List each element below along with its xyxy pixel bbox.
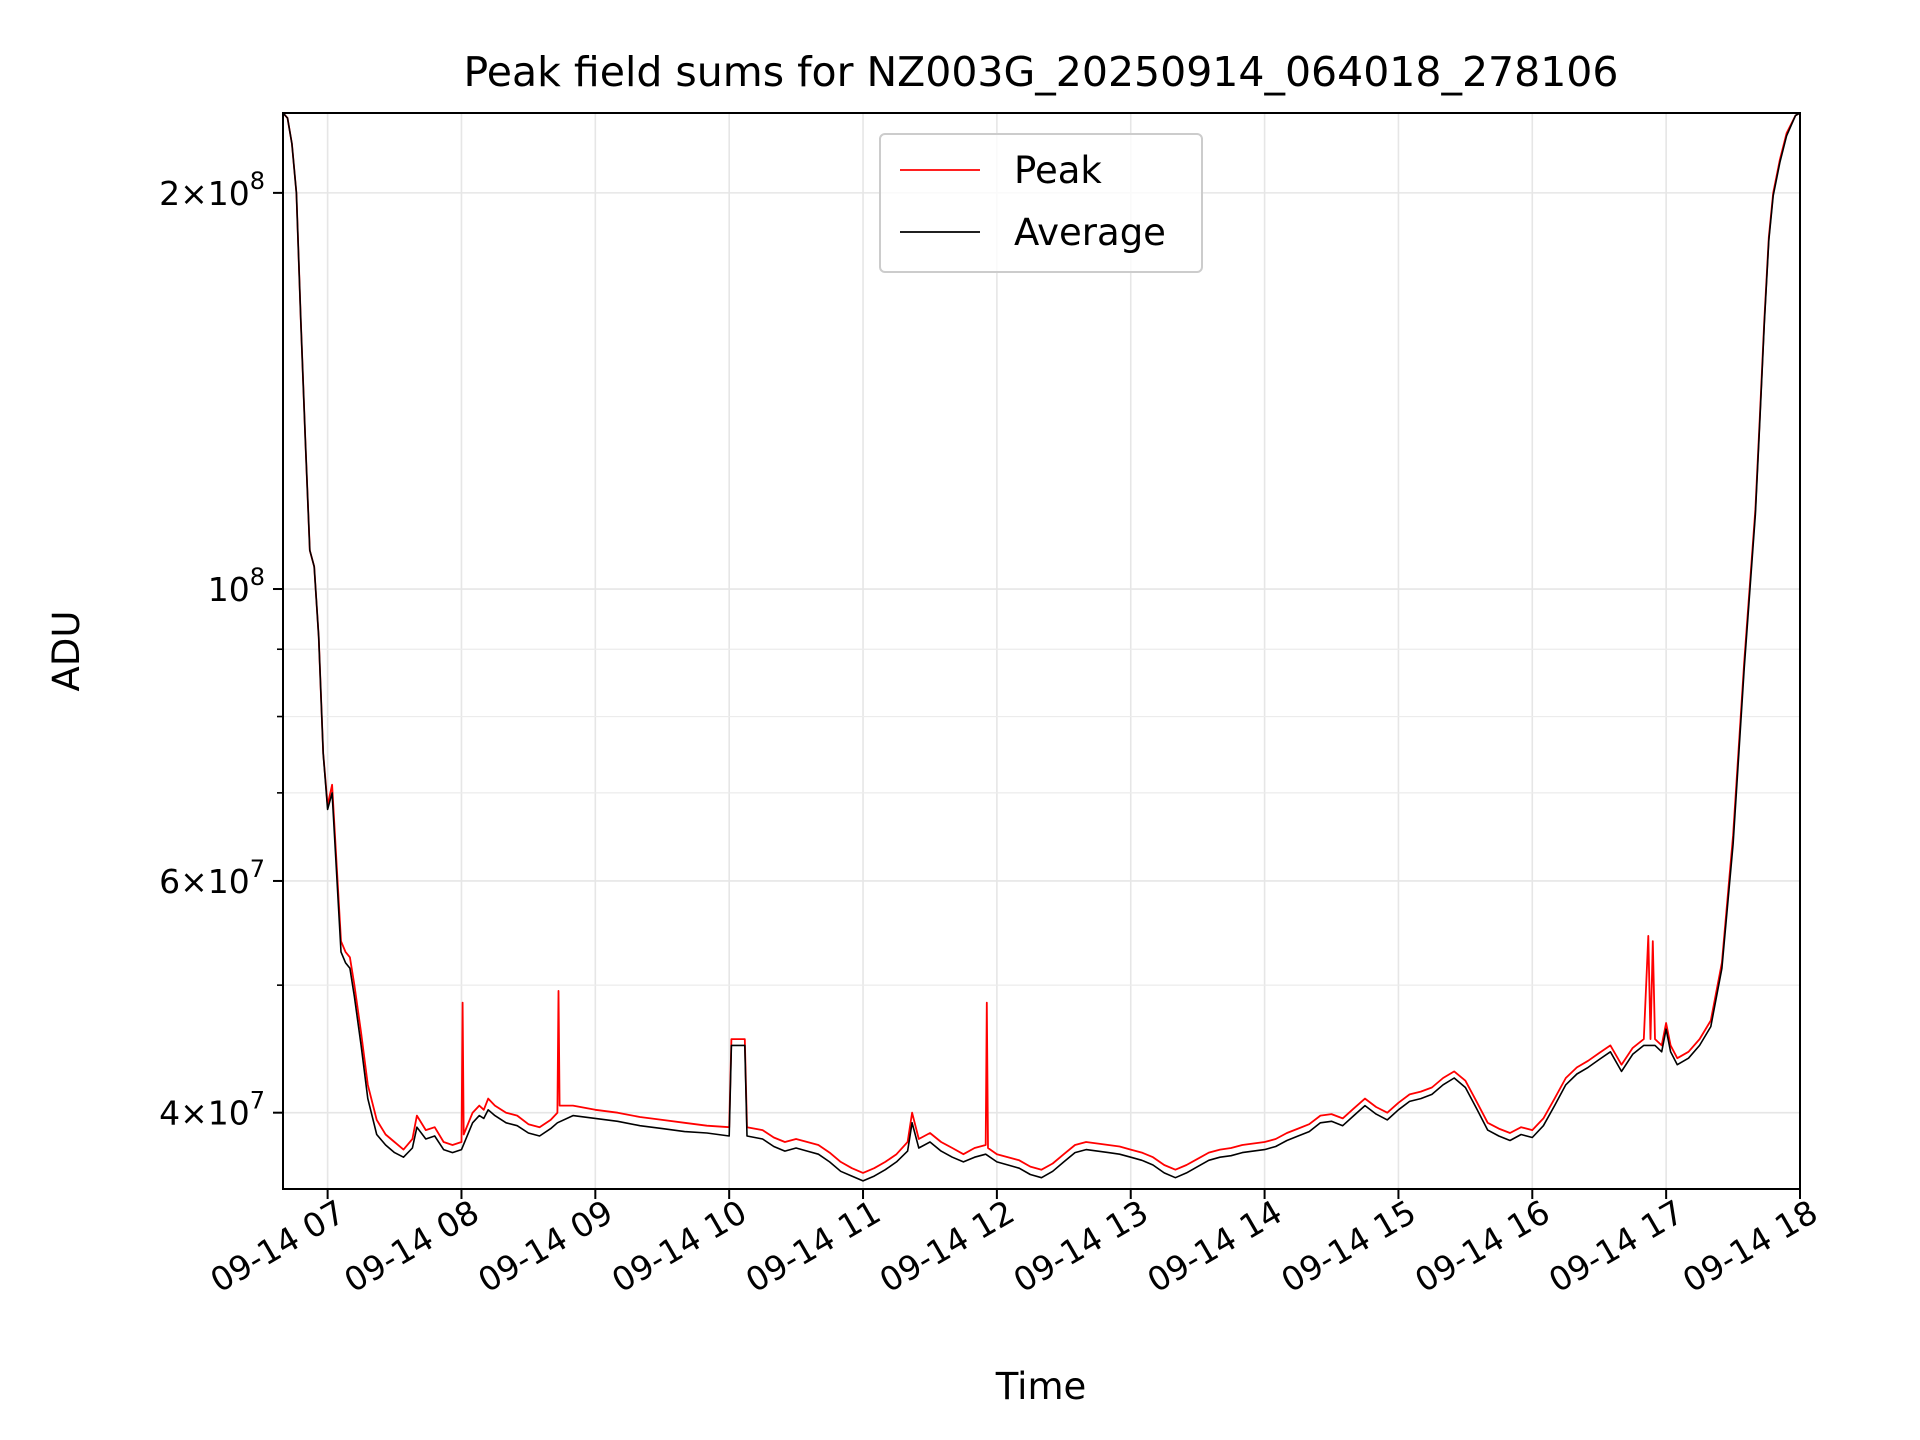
grid bbox=[283, 113, 1801, 1189]
plot-frame bbox=[282, 112, 1801, 1190]
legend-box bbox=[879, 133, 1203, 273]
y-tick-label: 4×107 bbox=[159, 1087, 265, 1133]
y-tick-label: 108 bbox=[208, 563, 265, 609]
y-tick-exponent: 7 bbox=[250, 1087, 265, 1115]
series-layer bbox=[283, 113, 1800, 1182]
y-axis-label: ADU bbox=[45, 611, 88, 692]
legend: Peak Average bbox=[879, 133, 1203, 273]
y-tick-base: 10 bbox=[208, 570, 250, 609]
y-tick-times: ×10 bbox=[180, 1094, 250, 1133]
series-line-peak bbox=[283, 113, 1800, 1174]
y-tick-times: ×10 bbox=[180, 174, 250, 213]
y-tick-times: ×10 bbox=[180, 862, 250, 901]
y-tick-exponent: 8 bbox=[250, 167, 265, 195]
y-tick-label: 6×107 bbox=[159, 855, 265, 901]
y-tick-exponent: 7 bbox=[250, 855, 265, 883]
y-tick-mantissa: 6 bbox=[159, 862, 180, 901]
series-line-average bbox=[283, 113, 1800, 1182]
y-tick-exponent: 8 bbox=[250, 563, 265, 591]
y-tick-label: 2×108 bbox=[159, 167, 265, 213]
legend-label: Average bbox=[1014, 211, 1166, 254]
legend-label: Peak bbox=[1014, 149, 1102, 192]
chart-title: Peak field sums for NZ003G_20250914_0640… bbox=[464, 48, 1619, 96]
y-tick-mantissa: 2 bbox=[159, 174, 180, 213]
x-axis-label: Time bbox=[995, 1365, 1087, 1408]
y-tick-mantissa: 4 bbox=[159, 1094, 180, 1133]
